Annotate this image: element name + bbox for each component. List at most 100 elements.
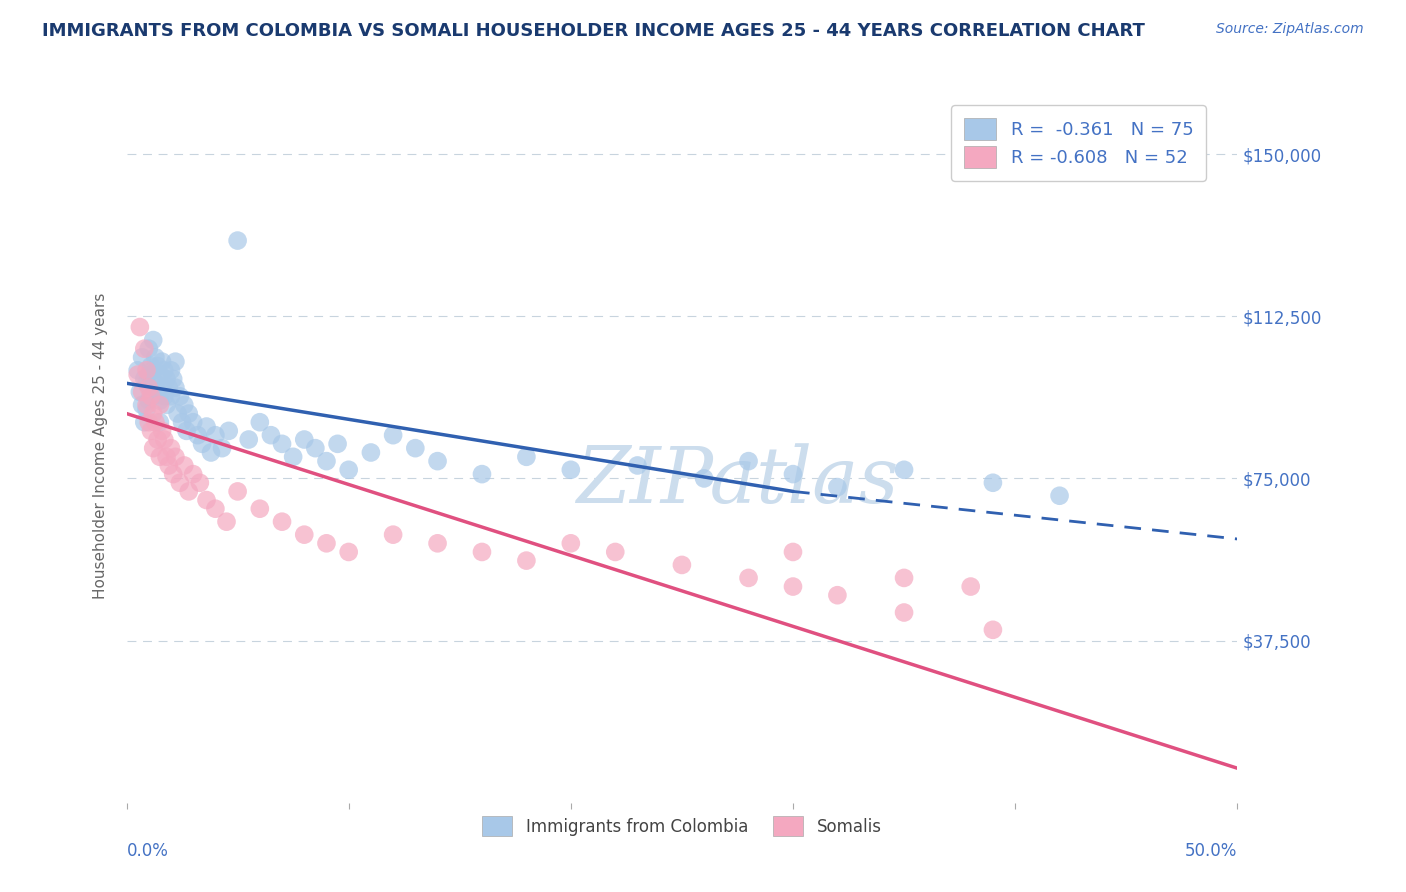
Point: [827, 588, 849, 602]
Point: [671, 558, 693, 572]
Point: [693, 471, 716, 485]
Point: [169, 389, 191, 403]
Text: 50.0%: 50.0%: [1185, 842, 1237, 860]
Point: [249, 415, 271, 429]
Point: [145, 351, 167, 365]
Point: [893, 571, 915, 585]
Point: [149, 415, 172, 429]
Point: [218, 424, 240, 438]
Point: [139, 359, 162, 373]
Point: [226, 484, 249, 499]
Point: [1049, 489, 1071, 503]
Point: [146, 384, 169, 399]
Point: [165, 354, 187, 368]
Point: [782, 580, 804, 594]
Point: [281, 450, 304, 464]
Point: [150, 424, 173, 438]
Point: [150, 354, 173, 368]
Point: [153, 433, 176, 447]
Point: [138, 393, 160, 408]
Point: [139, 384, 162, 399]
Point: [737, 454, 759, 468]
Point: [142, 389, 165, 403]
Point: [155, 450, 177, 464]
Point: [211, 441, 233, 455]
Point: [134, 372, 156, 386]
Point: [173, 458, 195, 473]
Point: [160, 441, 183, 455]
Text: IMMIGRANTS FROM COLOMBIA VS SOMALI HOUSEHOLDER INCOME AGES 25 - 44 YEARS CORRELA: IMMIGRANTS FROM COLOMBIA VS SOMALI HOUSE…: [42, 22, 1144, 40]
Point: [337, 463, 360, 477]
Point: [315, 536, 337, 550]
Point: [404, 441, 426, 455]
Point: [127, 368, 149, 382]
Point: [160, 363, 183, 377]
Point: [157, 458, 180, 473]
Point: [155, 372, 177, 386]
Point: [737, 571, 759, 585]
Point: [204, 428, 226, 442]
Y-axis label: Householder Income Ages 25 - 44 years: Householder Income Ages 25 - 44 years: [93, 293, 108, 599]
Point: [382, 428, 405, 442]
Point: [162, 467, 184, 482]
Point: [471, 545, 494, 559]
Point: [146, 359, 169, 373]
Point: [782, 545, 804, 559]
Point: [173, 398, 195, 412]
Point: [139, 389, 162, 403]
Point: [382, 527, 405, 541]
Point: [149, 398, 172, 412]
Point: [605, 545, 627, 559]
Point: [249, 501, 271, 516]
Point: [782, 467, 804, 482]
Point: [157, 381, 180, 395]
Point: [142, 441, 165, 455]
Point: [560, 536, 582, 550]
Point: [827, 480, 849, 494]
Point: [149, 450, 172, 464]
Point: [142, 407, 165, 421]
Point: [131, 384, 153, 399]
Point: [195, 419, 218, 434]
Point: [195, 493, 218, 508]
Point: [149, 393, 172, 408]
Point: [135, 363, 157, 377]
Point: [215, 515, 238, 529]
Point: [165, 381, 187, 395]
Point: [426, 454, 449, 468]
Point: [166, 407, 188, 421]
Point: [150, 381, 173, 395]
Legend: Immigrants from Colombia, Somalis: Immigrants from Colombia, Somalis: [471, 805, 893, 848]
Point: [981, 475, 1004, 490]
Point: [142, 333, 165, 347]
Point: [145, 415, 167, 429]
Point: [271, 437, 294, 451]
Point: [315, 454, 337, 468]
Point: [134, 342, 156, 356]
Point: [134, 415, 156, 429]
Point: [160, 389, 183, 403]
Point: [149, 368, 172, 382]
Point: [135, 376, 157, 391]
Point: [226, 234, 249, 248]
Point: [360, 445, 382, 459]
Point: [204, 501, 226, 516]
Point: [959, 580, 981, 594]
Point: [177, 407, 200, 421]
Point: [260, 428, 283, 442]
Point: [238, 433, 260, 447]
Point: [155, 398, 177, 412]
Point: [131, 398, 153, 412]
Point: [165, 450, 187, 464]
Point: [138, 381, 160, 395]
Point: [181, 467, 204, 482]
Point: [146, 433, 169, 447]
Text: ZIPatlas: ZIPatlas: [576, 443, 898, 520]
Point: [131, 351, 153, 365]
Point: [153, 363, 176, 377]
Point: [181, 415, 204, 429]
Point: [138, 415, 160, 429]
Point: [135, 398, 157, 412]
Point: [128, 384, 150, 399]
Point: [426, 536, 449, 550]
